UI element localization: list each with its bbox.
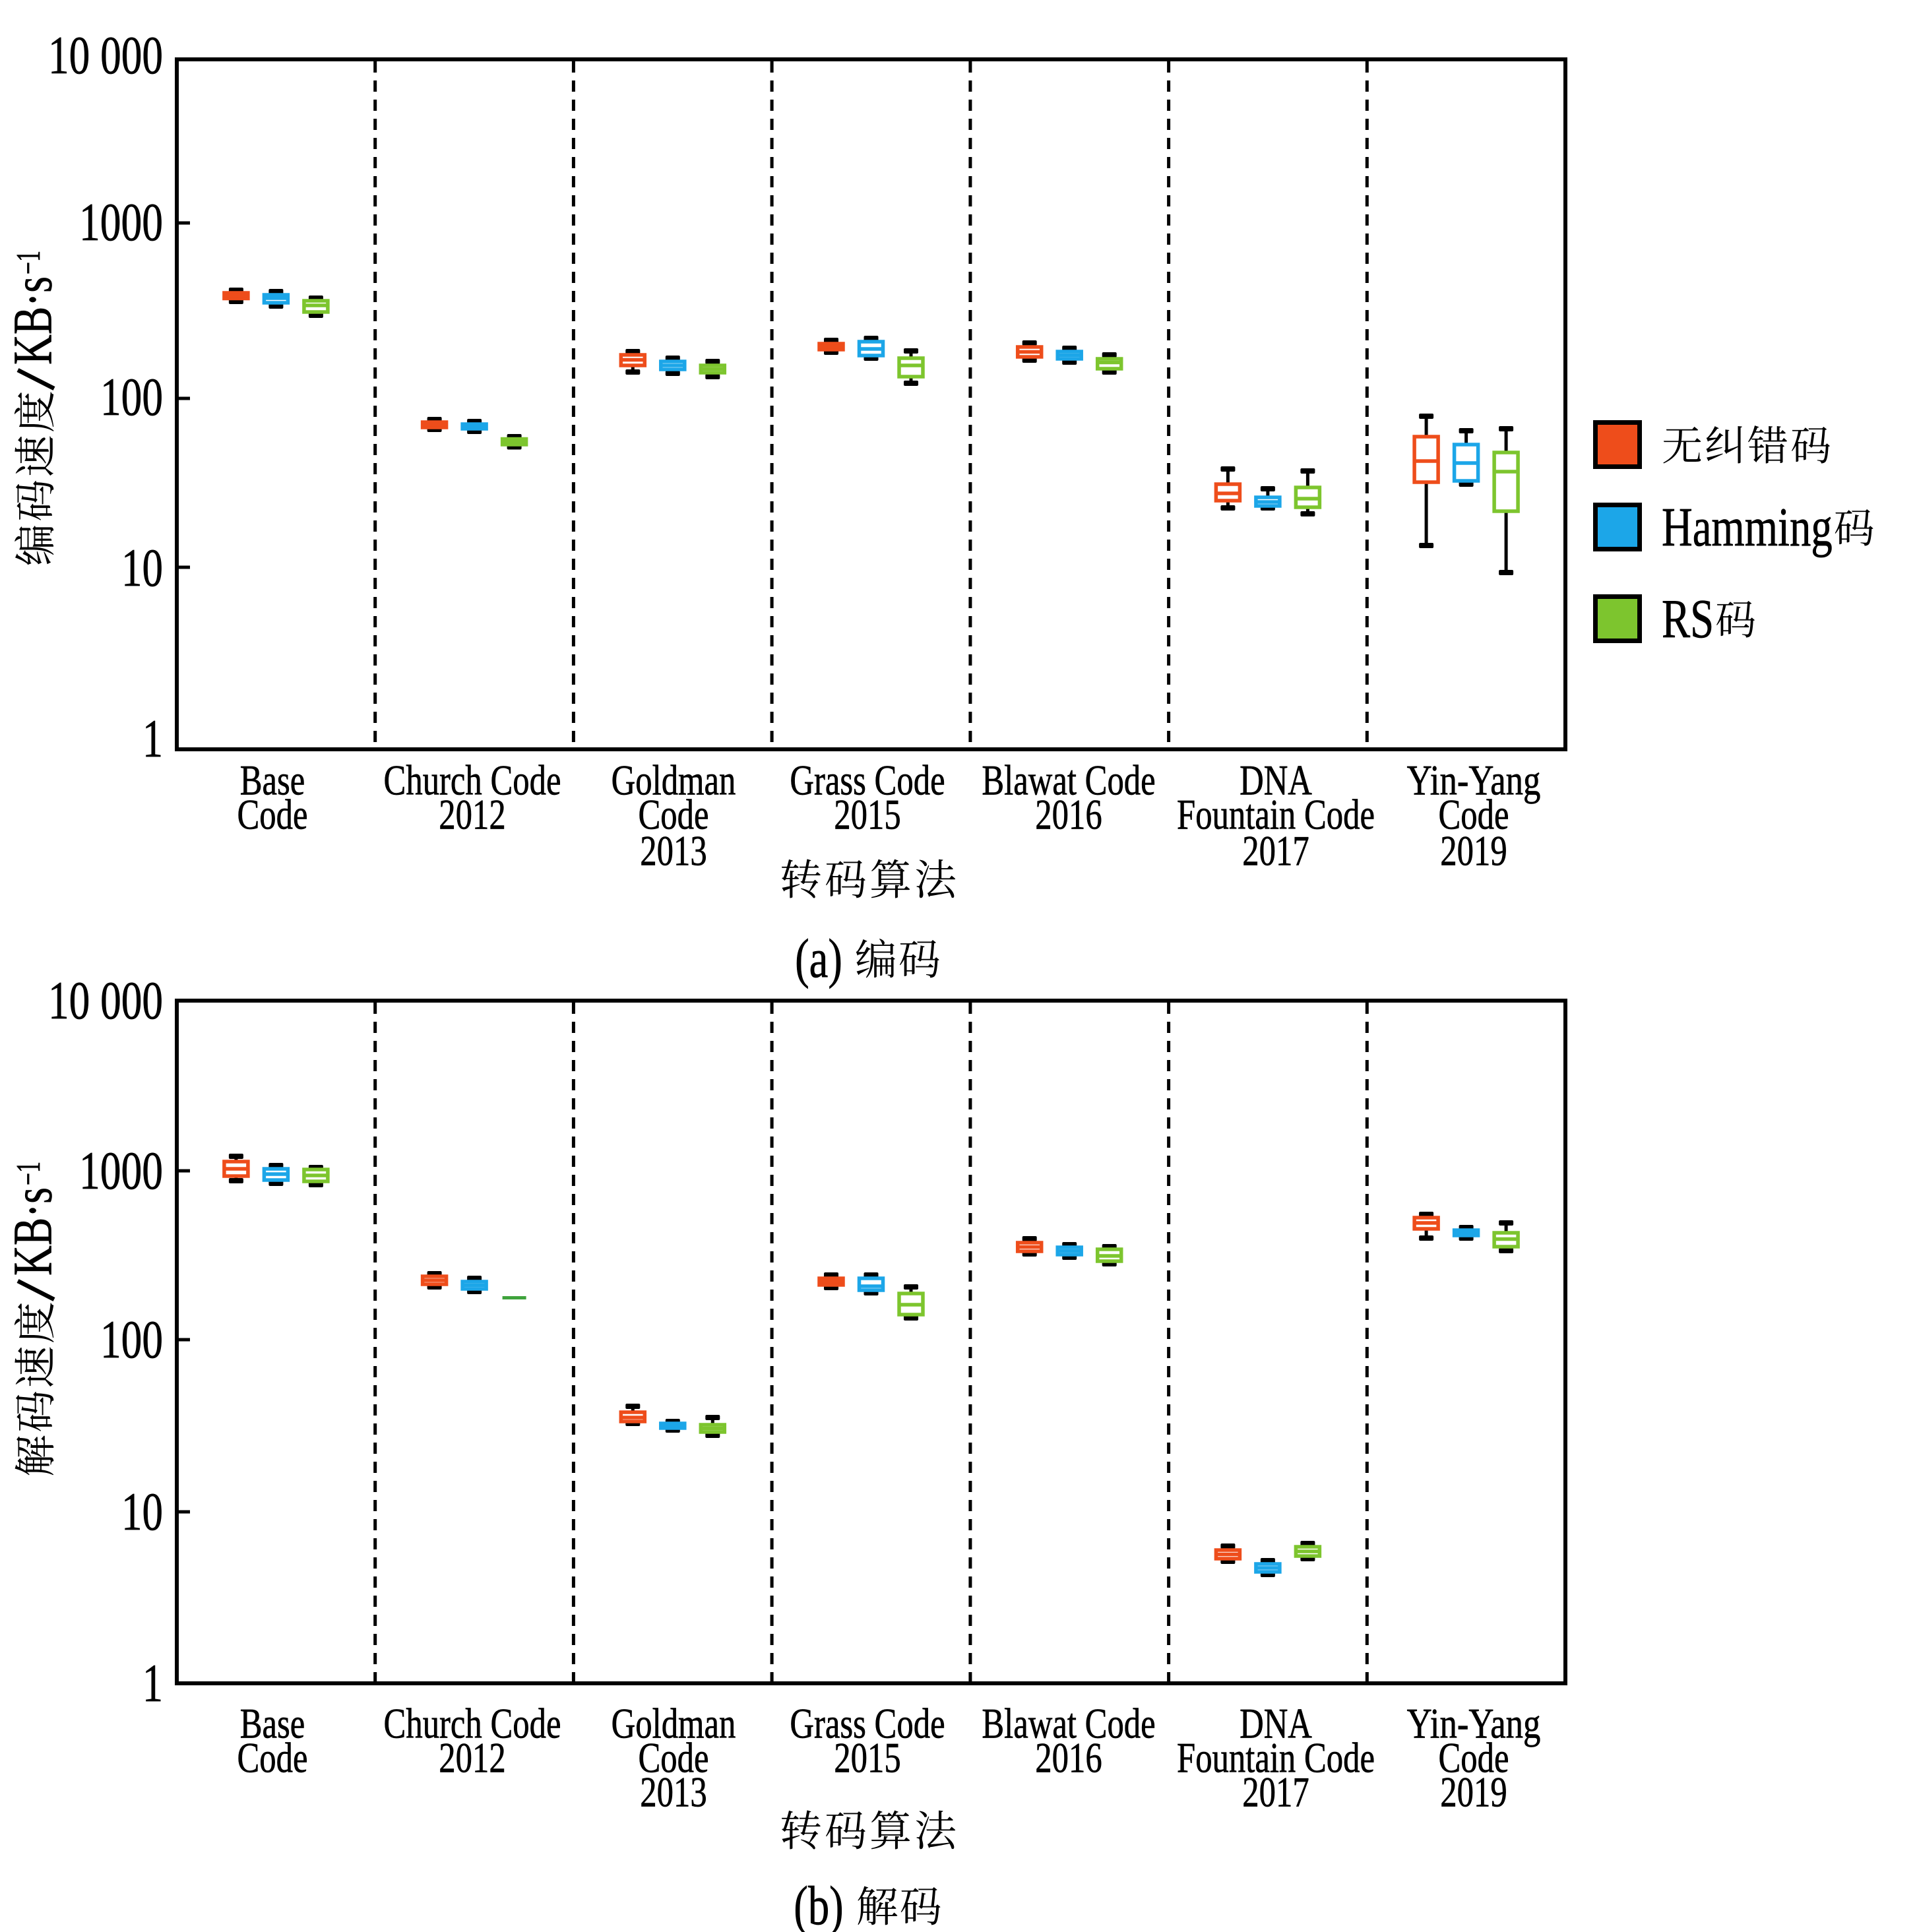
svg-text:10 000: 10 000 <box>48 970 163 1030</box>
svg-text:Base: Base <box>240 1700 305 1748</box>
svg-text:2019: 2019 <box>1440 1769 1507 1817</box>
svg-text:Blawat Code: Blawat Code <box>982 1700 1155 1748</box>
svg-text:−1: −1 <box>10 251 47 274</box>
svg-text:1000: 1000 <box>79 1140 163 1200</box>
svg-text:10: 10 <box>121 1481 163 1542</box>
svg-text:2012: 2012 <box>439 1735 505 1782</box>
svg-text:(b): (b) <box>794 1875 843 1932</box>
svg-text:1: 1 <box>142 1653 163 1713</box>
svg-text:Base: Base <box>240 757 305 805</box>
svg-text:1: 1 <box>142 708 163 768</box>
svg-text:Yin-Yang: Yin-Yang <box>1407 1700 1541 1748</box>
svg-text:2013: 2013 <box>640 1769 707 1817</box>
svg-text:Code: Code <box>237 1735 308 1782</box>
svg-text:Fountain Code: Fountain Code <box>1177 792 1375 839</box>
svg-text:2013: 2013 <box>640 828 707 875</box>
svg-text:10 000: 10 000 <box>48 25 163 85</box>
svg-text:100: 100 <box>100 1309 163 1369</box>
svg-text:2019: 2019 <box>1440 828 1507 875</box>
svg-text:Goldman: Goldman <box>612 1700 736 1748</box>
svg-text:Goldman: Goldman <box>612 757 736 805</box>
svg-text:(a): (a) <box>795 928 842 989</box>
svg-text:KB·s: KB·s <box>3 1187 64 1276</box>
svg-text:2016: 2016 <box>1035 1735 1102 1782</box>
svg-text:2017: 2017 <box>1242 1769 1309 1817</box>
svg-text:2015: 2015 <box>834 1735 900 1782</box>
svg-text:Church Code: Church Code <box>384 1700 561 1748</box>
svg-text:DNA: DNA <box>1240 757 1312 805</box>
svg-text:10: 10 <box>121 538 163 598</box>
svg-text:Code: Code <box>1439 792 1509 839</box>
svg-text:Code: Code <box>639 792 709 839</box>
svg-text:Yin-Yang: Yin-Yang <box>1407 757 1541 805</box>
svg-text:RS: RS <box>1662 588 1714 650</box>
svg-text:2016: 2016 <box>1035 792 1102 839</box>
svg-text:2017: 2017 <box>1242 828 1309 875</box>
svg-text:Code: Code <box>639 1735 709 1782</box>
svg-text:Code: Code <box>237 792 308 839</box>
svg-text:DNA: DNA <box>1240 1700 1312 1748</box>
svg-text:Church Code: Church Code <box>384 757 561 805</box>
svg-text:Blawat Code: Blawat Code <box>982 757 1155 805</box>
svg-text:KB·s: KB·s <box>3 276 64 365</box>
svg-text:100: 100 <box>100 367 163 427</box>
svg-text:2015: 2015 <box>834 792 900 839</box>
svg-text:Hamming: Hamming <box>1662 497 1833 558</box>
svg-text:Grass Code: Grass Code <box>790 1700 945 1748</box>
svg-text:Code: Code <box>1439 1735 1509 1782</box>
svg-text:−1: −1 <box>10 1162 47 1185</box>
svg-text:Fountain Code: Fountain Code <box>1177 1735 1375 1782</box>
svg-text:1000: 1000 <box>79 192 163 252</box>
svg-text:2012: 2012 <box>439 792 505 839</box>
svg-text:Grass Code: Grass Code <box>790 757 945 805</box>
